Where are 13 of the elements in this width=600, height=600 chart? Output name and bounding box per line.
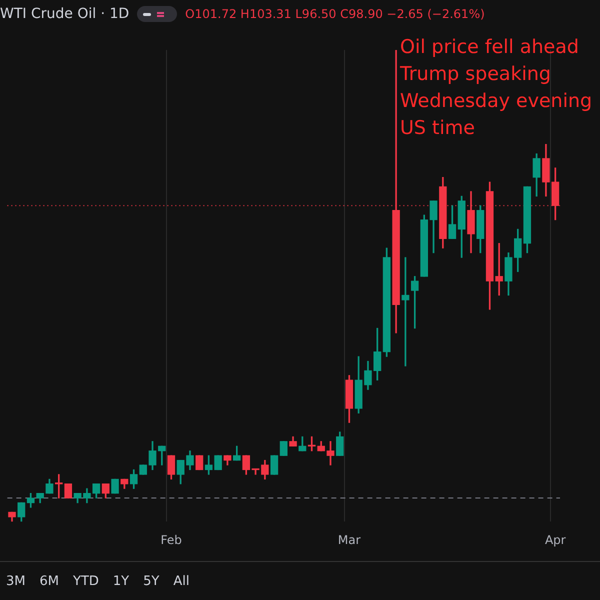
x-tick-label: Apr	[544, 532, 566, 547]
text: 5Y	[143, 574, 160, 589]
text: 6M	[40, 574, 59, 589]
candlestick	[402, 257, 410, 366]
text: 1Y	[112, 574, 130, 589]
x-tick-label: Mar	[338, 532, 361, 547]
x-tick-label: Feb	[160, 532, 182, 547]
chart-subtitle: O101.72 H103.31 L96.50 C98.90 −2.65 (−2.61%)	[185, 7, 485, 21]
text: YTD	[73, 574, 99, 589]
text: All	[173, 574, 190, 589]
annotation: Oil price fell ahead Trump speaking Wednesday evening US time	[400, 35, 592, 141]
text: 3M	[6, 574, 26, 589]
chart-title: WTI Crude Oil · 1D	[0, 6, 130, 22]
